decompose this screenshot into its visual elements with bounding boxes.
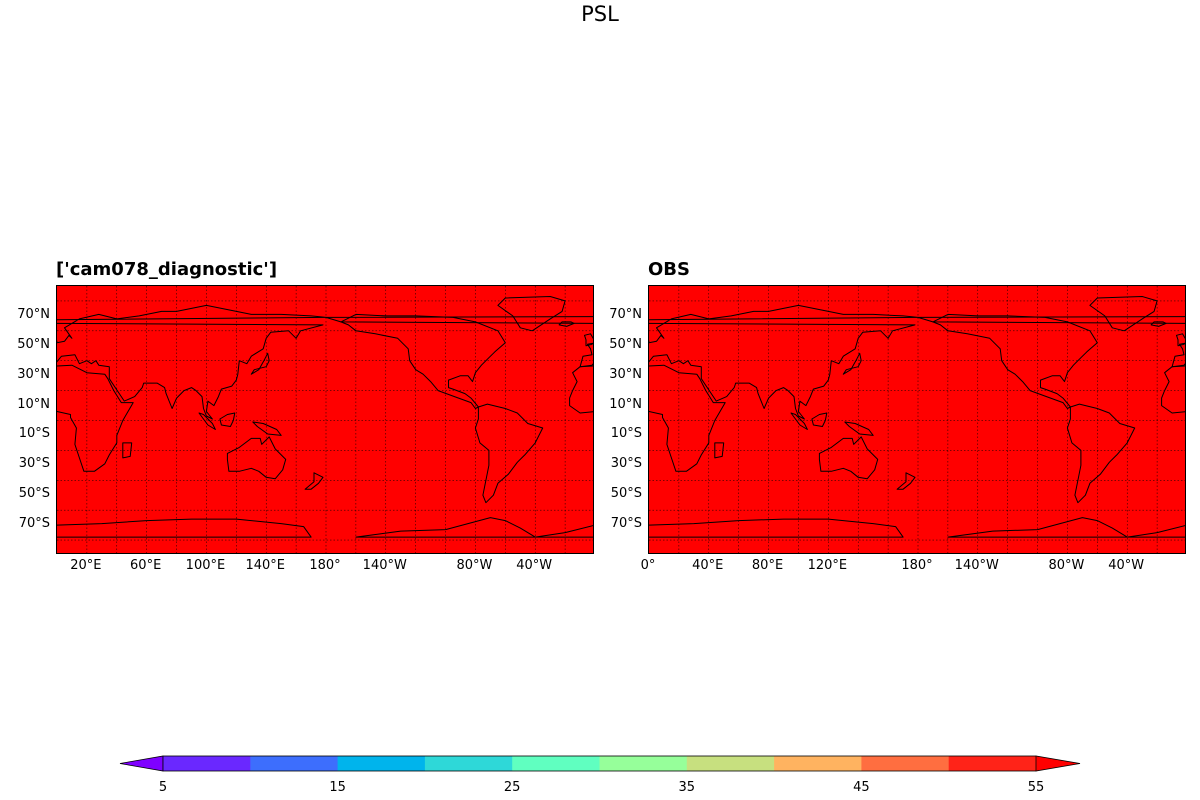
map-obs-lon-tick: 140°W xyxy=(954,558,999,573)
map-obs xyxy=(648,285,1186,554)
colorbar-bin xyxy=(424,756,513,771)
map-obs-lat-tick: 10°N xyxy=(609,396,642,412)
map-obs-coastline-antarctica xyxy=(649,518,904,538)
map-obs-coastline-africa xyxy=(649,364,726,472)
map-model-layer xyxy=(57,286,593,553)
map-obs-lat-tick: 50°S xyxy=(610,486,642,502)
map-obs-coastline-borneo xyxy=(811,412,828,427)
map-model-lon-tick: 20°E xyxy=(70,558,102,573)
map-obs-coastline-new-zealand xyxy=(896,472,916,490)
colorbar-bin xyxy=(861,756,950,771)
map-obs-lon-tick: 40°W xyxy=(1108,558,1145,573)
map-model-lat-tick: 70°S xyxy=(18,516,50,532)
colorbar-extend-max xyxy=(1035,755,1081,772)
map-obs-lon-tick: 120°E xyxy=(807,558,848,573)
map-obs-coastline-antarctica xyxy=(947,517,1185,538)
map-obs-coastline-north-america xyxy=(932,313,1098,409)
map-obs-coastline-eurasia xyxy=(917,316,1185,368)
map-obs-coastline-greenland xyxy=(1089,296,1158,332)
map-obs-coastline-iceland xyxy=(1150,321,1167,327)
map-obs-lat-tick: 70°N xyxy=(609,306,642,322)
map-model-coastline-new-guinea xyxy=(252,421,282,436)
map-model-coastline-new-zealand xyxy=(304,472,324,490)
colorbar-bin xyxy=(599,756,688,771)
map-model-lon-tick: 40°W xyxy=(516,558,553,573)
map-obs-coastline-africa xyxy=(1161,365,1185,414)
map-model-lon-tick: 140°E xyxy=(245,558,285,573)
map-model-coastline-antarctica xyxy=(355,517,593,538)
map-obs-coastline-australia xyxy=(818,436,879,480)
map-model-coastline-south-america xyxy=(474,403,544,504)
map-model-coastline-antarctica xyxy=(57,518,312,538)
map-model xyxy=(56,285,594,554)
colorbar-tick-label: 25 xyxy=(503,780,521,795)
map-model-lat-tick: 50°S xyxy=(18,486,50,502)
map-model-lon-tick: 100°E xyxy=(185,558,226,573)
colorbar-tick-label: 15 xyxy=(329,780,346,795)
map-obs-gridlines xyxy=(649,286,1185,553)
map-obs-lat-tick: 30°N xyxy=(609,366,642,382)
map-obs-lon-tick: 80°E xyxy=(751,558,784,573)
map-model-coastline-africa xyxy=(57,364,134,472)
map-model-lat-tick: 30°N xyxy=(17,366,50,382)
map-model-lat-tick: 70°N xyxy=(17,306,50,322)
map-obs-coastline-new-guinea xyxy=(844,421,874,436)
panel-title-obs: OBS xyxy=(648,259,690,280)
map-model-coastline-iceland xyxy=(558,321,575,327)
map-model-coastline-sumatra xyxy=(198,412,216,430)
map-obs-lat-tick: 10°S xyxy=(610,426,642,442)
map-model-lat-tick: 30°S xyxy=(18,456,50,472)
map-obs-lat-tick: 70°S xyxy=(610,516,642,532)
map-model-lat-tick: 50°N xyxy=(17,336,50,352)
map-obs-coastline-uk xyxy=(1176,333,1185,347)
map-obs-coastline-sumatra xyxy=(790,412,808,430)
map-obs-lat-tick: 30°S xyxy=(610,456,642,472)
colorbar-extend-min xyxy=(119,755,164,772)
map-model-coastline-japan xyxy=(250,352,270,375)
map-model-coastline-eurasia xyxy=(57,304,327,420)
colorbar-outline xyxy=(162,755,1037,772)
map-model-coastline-borneo xyxy=(219,412,236,427)
map-obs-lon-tick: 40°E xyxy=(692,558,724,573)
map-model-lon-tick: 80°W xyxy=(456,558,493,573)
map-obs-coastline-south-america xyxy=(1066,403,1136,504)
colorbar xyxy=(119,755,1081,772)
map-obs-layer xyxy=(649,286,1185,553)
map-obs-lat-tick: 50°N xyxy=(609,336,642,352)
map-obs-lon-tick: 0° xyxy=(640,558,656,573)
figure-title: PSL xyxy=(581,2,619,26)
colorbar-bin xyxy=(512,756,600,771)
map-model-gridlines xyxy=(57,286,593,553)
colorbar-bin xyxy=(337,756,426,771)
map-model-coastline-uk xyxy=(584,333,593,347)
map-model-coastline-africa xyxy=(569,365,593,414)
colorbar-bin xyxy=(250,756,339,771)
colorbar-tick-label: 45 xyxy=(853,780,870,795)
map-obs-coastline-eurasia xyxy=(649,304,919,420)
map-model-lon-tick: 180° xyxy=(309,558,341,573)
map-model-coastline-north-america xyxy=(340,313,506,409)
map-model-coastline-greenland xyxy=(497,296,566,332)
colorbar-tick-label: 5 xyxy=(158,780,168,795)
map-model-coastline-madagascar xyxy=(122,442,133,459)
colorbar-bin xyxy=(774,756,862,771)
panel-title-model: ['cam078_diagnostic'] xyxy=(56,259,278,280)
colorbar-bin xyxy=(948,756,1037,771)
map-model-lon-tick: 140°W xyxy=(362,558,407,573)
map-obs-lon-tick: 180° xyxy=(901,558,933,573)
map-obs-lon-tick: 80°W xyxy=(1048,558,1085,573)
map-model-coastline-eurasia xyxy=(325,316,593,368)
colorbar-bin xyxy=(686,756,775,771)
map-model-lat-tick: 10°S xyxy=(18,426,50,442)
map-model-lat-tick: 10°N xyxy=(17,396,50,412)
map-obs-coastline-madagascar xyxy=(714,442,725,459)
map-model-lon-tick: 60°E xyxy=(130,558,162,573)
colorbar-tick-label: 35 xyxy=(678,780,696,795)
colorbar-bin xyxy=(163,756,251,771)
map-model-coastline-australia xyxy=(226,436,287,480)
colorbar-tick-label: 55 xyxy=(1027,780,1045,795)
map-obs-coastline-japan xyxy=(842,352,862,375)
